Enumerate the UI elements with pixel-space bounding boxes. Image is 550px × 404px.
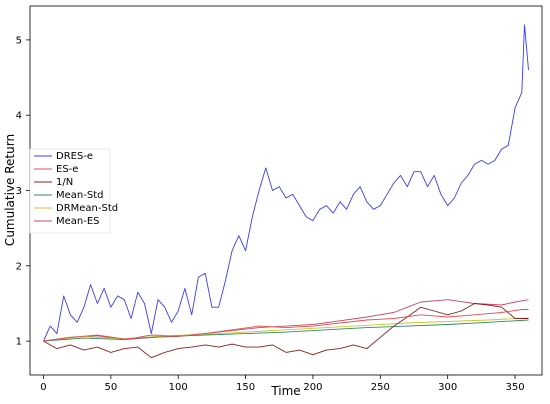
- legend-label: 1/N: [56, 177, 73, 188]
- series-line-dres-e: [43, 24, 529, 342]
- legend-label: Mean-Std: [56, 190, 103, 201]
- y-tick-label: 5: [16, 35, 22, 46]
- y-tick-label: 2: [16, 261, 22, 272]
- legend-label: DRES-e: [56, 151, 93, 162]
- series-line-mean-es: [43, 299, 529, 342]
- legend-label: DRMean-Std: [56, 203, 118, 214]
- y-tick-label: 1: [16, 337, 22, 348]
- x-axis-label: Time: [270, 384, 300, 398]
- series-line-1-n: [43, 303, 529, 359]
- legend-label: ES-e: [56, 164, 78, 175]
- series-line-es-e: [43, 309, 529, 342]
- x-tick-label: 150: [236, 382, 255, 393]
- series-line-mean-std: [43, 319, 529, 342]
- y-tick-label: 4: [16, 111, 22, 122]
- y-axis-label: Cumulative Return: [3, 134, 17, 246]
- y-tick-label: 3: [16, 186, 22, 197]
- legend-label: Mean-ES: [56, 216, 100, 227]
- series-lines: [43, 24, 529, 359]
- x-tick-label: 300: [438, 382, 457, 393]
- x-tick-label: 0: [40, 382, 46, 393]
- x-tick-label: 350: [506, 382, 525, 393]
- axis-ticks: 0 50 100 150 200 250 300 350 1 2 3 4 5: [16, 35, 525, 393]
- legend-box: [29, 148, 111, 234]
- x-tick-label: 250: [371, 382, 390, 393]
- legend: DRES-e ES-e 1/N Mean-Std DRMean-Std Mean-ES: [29, 148, 118, 234]
- x-tick-label: 50: [104, 382, 117, 393]
- x-tick-label: 100: [169, 382, 188, 393]
- x-tick-label: 200: [303, 382, 322, 393]
